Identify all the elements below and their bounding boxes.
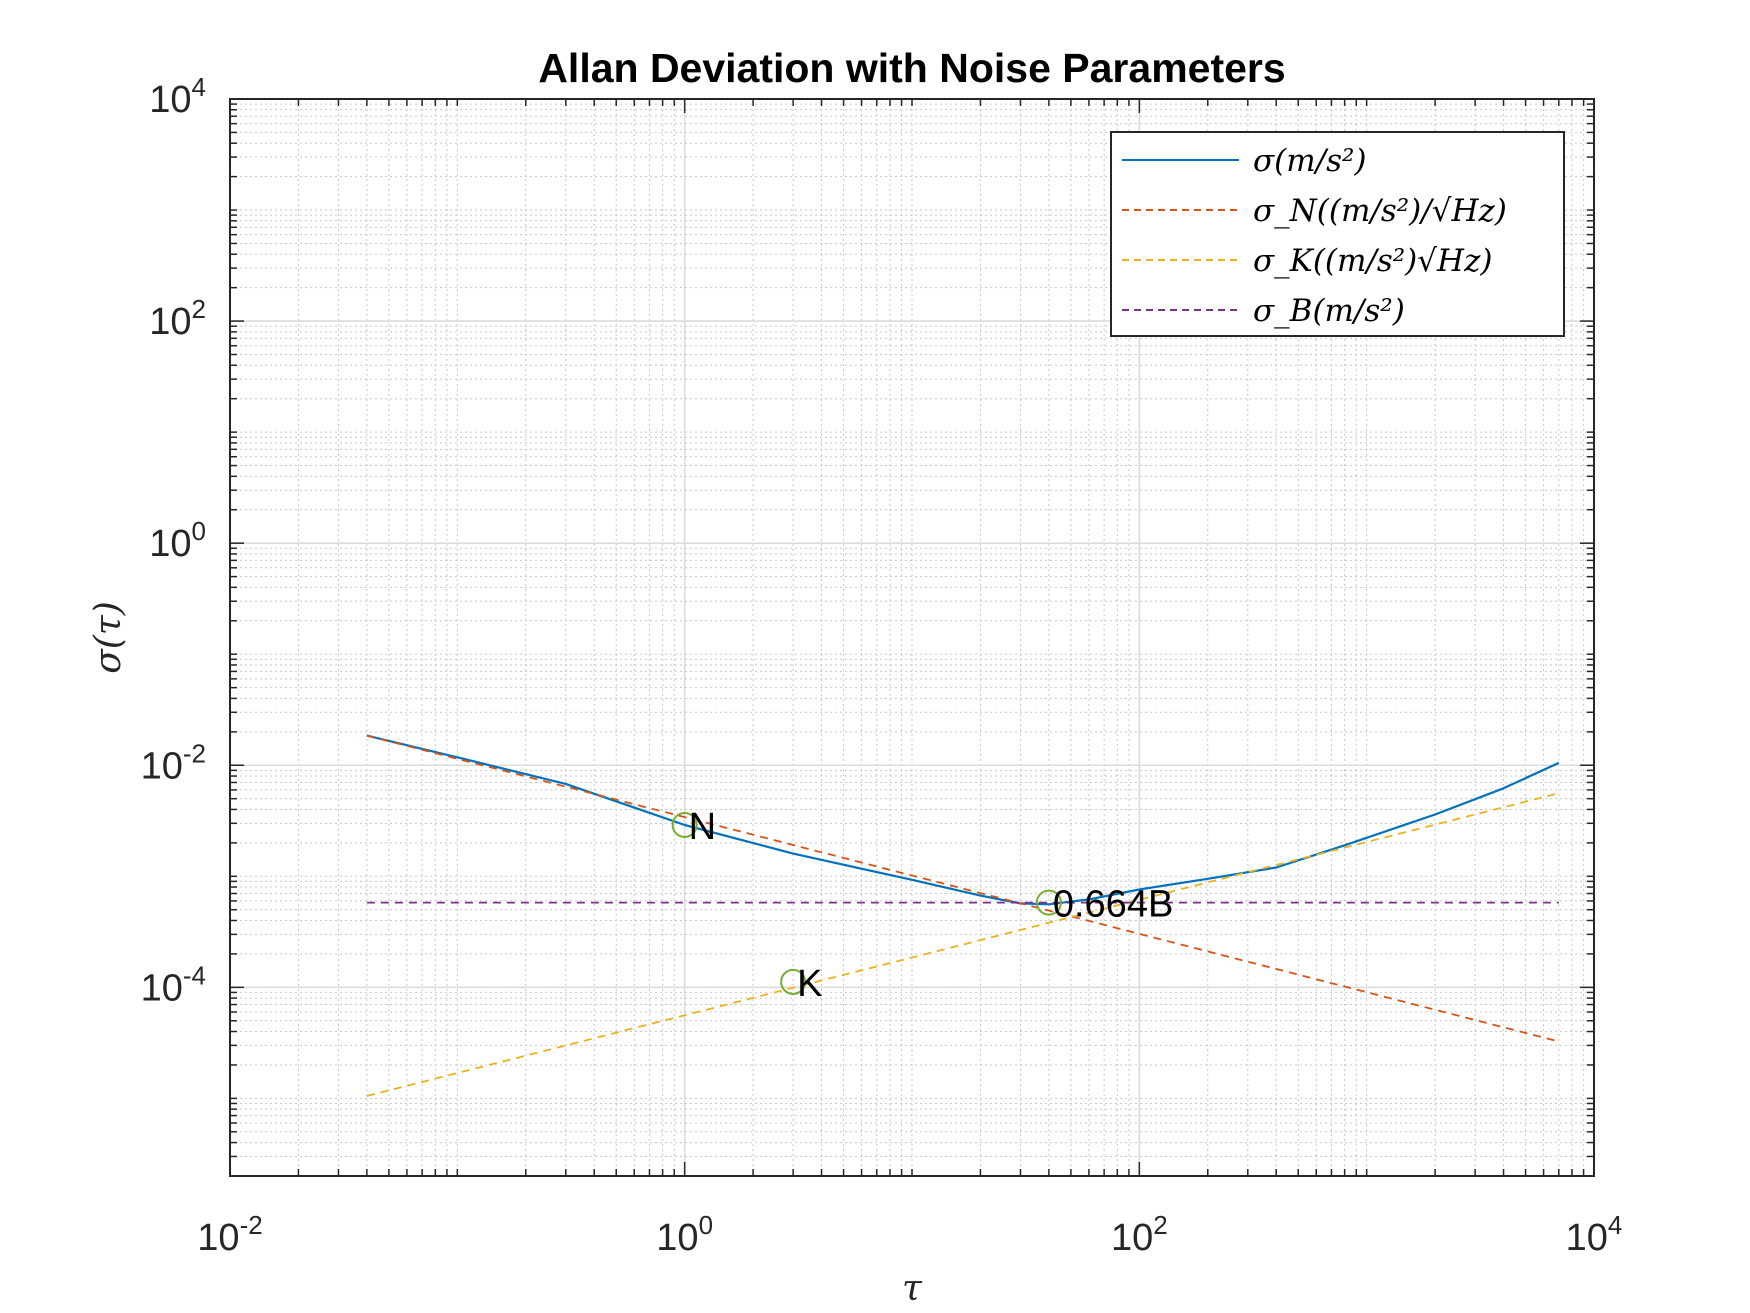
- marker-label: N: [689, 806, 716, 848]
- legend: σ(m/s²) σ_N((m/s²)/√Hz) σ_K((m/s²)√Hz) σ_B(…: [1110, 131, 1565, 337]
- x-tick-label: 100: [656, 1210, 713, 1259]
- legend-label-2: σ_N((m/s²)/√Hz): [1253, 193, 1507, 229]
- x-axis-label: τ: [902, 1268, 923, 1309]
- marker-group: N K 0.664B: [671, 806, 1173, 1005]
- tick-labels: 10-2 100 102 104 10-4 10-2 100 102 104: [141, 72, 1623, 1259]
- y-axis-label: σ(τ): [88, 601, 129, 674]
- y-tick-label: 10-2: [141, 738, 206, 787]
- x-tick-label: 104: [1566, 1210, 1623, 1259]
- series-line-2: [366, 734, 1560, 1043]
- marker-circle: [780, 968, 807, 995]
- y-tick-label: 104: [149, 72, 206, 121]
- x-tick-label: 102: [1111, 1210, 1168, 1259]
- series-group: [366, 734, 1560, 1097]
- legend-label-1: σ(m/s²): [1253, 143, 1367, 179]
- legend-label-3: σ_K((m/s²)√Hz): [1253, 243, 1493, 279]
- series-line-1: [366, 734, 1560, 906]
- legend-items: σ(m/s²) σ_N((m/s²)/√Hz) σ_K((m/s²)√Hz) σ_B(…: [1122, 143, 1507, 329]
- grid: [229, 98, 1595, 1177]
- marker-label: 0.664B: [1053, 884, 1173, 926]
- marker-label: K: [797, 963, 822, 1005]
- y-tick-label: 100: [149, 516, 206, 565]
- legend-box: [1110, 131, 1565, 337]
- chart-title: Allan Deviation with Noise Parameters: [538, 45, 1285, 91]
- marker-circle: [671, 811, 698, 838]
- y-tick-label: 10-4: [141, 960, 206, 1009]
- series-line-3: [366, 792, 1560, 1097]
- y-tick-label: 102: [149, 294, 206, 343]
- marker-circle: [1035, 889, 1062, 916]
- ticks: [229, 98, 1595, 1177]
- x-tick-label: 10-2: [197, 1210, 262, 1259]
- legend-label-4: σ_B(m/s²): [1253, 293, 1405, 329]
